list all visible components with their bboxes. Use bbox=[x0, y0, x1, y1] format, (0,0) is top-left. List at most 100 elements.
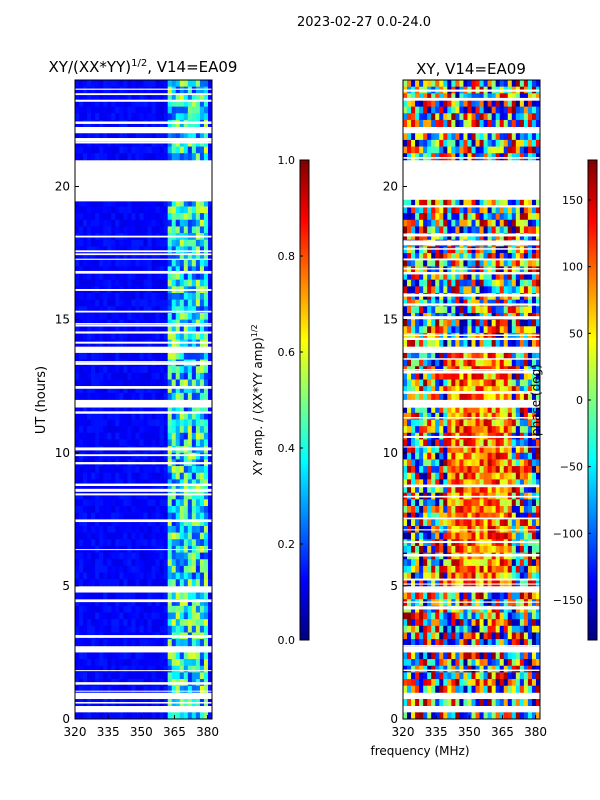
heatmap-cell bbox=[435, 472, 440, 480]
heatmap-cell bbox=[111, 652, 116, 660]
heatmap-cell bbox=[75, 685, 80, 693]
heatmap-cell bbox=[431, 446, 436, 454]
heatmap-cell bbox=[483, 246, 489, 254]
heatmap-cell bbox=[107, 619, 112, 627]
heatmap-cell bbox=[187, 392, 193, 400]
heatmap-cell bbox=[139, 219, 144, 227]
heatmap-cell bbox=[471, 319, 476, 327]
heatmap-cell bbox=[163, 685, 169, 693]
heatmap-cell bbox=[123, 426, 128, 434]
heatmap-cell bbox=[195, 332, 201, 340]
heatmap-cell bbox=[475, 99, 480, 108]
heatmap-cell bbox=[207, 266, 212, 274]
heatmap-cell bbox=[83, 619, 88, 627]
heatmap-cell bbox=[415, 133, 420, 141]
left-heatmap-cells bbox=[75, 80, 212, 719]
heatmap-cell bbox=[119, 572, 124, 580]
heatmap-cell bbox=[111, 372, 116, 380]
heatmap-cell bbox=[159, 519, 165, 527]
heatmap-cell bbox=[439, 426, 444, 434]
heatmap-cell bbox=[111, 579, 116, 587]
heatmap-cell bbox=[423, 279, 428, 287]
heatmap-cell bbox=[471, 146, 476, 154]
heatmap-cell bbox=[171, 559, 177, 567]
heatmap-cell bbox=[119, 605, 124, 613]
heatmap-cell bbox=[163, 472, 169, 480]
heatmap-cell bbox=[195, 479, 201, 487]
heatmap-cell bbox=[463, 286, 468, 294]
heatmap-cell bbox=[135, 519, 140, 527]
heatmap-cell bbox=[135, 532, 140, 540]
heatmap-cell bbox=[415, 153, 420, 161]
heatmap-cell bbox=[403, 299, 408, 307]
heatmap-cell bbox=[483, 279, 489, 287]
heatmap-cell bbox=[151, 685, 156, 693]
heatmap-cell bbox=[91, 386, 96, 394]
heatmap-cell bbox=[407, 273, 412, 281]
heatmap-cell bbox=[127, 86, 132, 94]
heatmap-cell bbox=[99, 672, 104, 680]
heatmap-cell bbox=[467, 106, 472, 114]
heatmap-cell bbox=[135, 80, 140, 88]
heatmap-cell bbox=[127, 452, 132, 460]
heatmap-cell bbox=[75, 93, 80, 101]
heatmap-cell bbox=[119, 412, 124, 420]
heatmap-cell bbox=[487, 119, 493, 127]
heatmap-cell bbox=[99, 326, 104, 334]
heatmap-cell bbox=[167, 532, 173, 540]
heatmap-cell bbox=[107, 432, 112, 440]
heatmap-cell bbox=[155, 565, 161, 573]
heatmap-cell bbox=[203, 99, 209, 108]
heatmap-cell bbox=[87, 619, 92, 627]
heatmap-cell bbox=[135, 572, 140, 580]
heatmap-cell bbox=[471, 80, 476, 88]
heatmap-cell bbox=[75, 306, 80, 314]
heatmap-cell bbox=[79, 246, 84, 254]
heatmap-cell bbox=[91, 352, 96, 360]
heatmap-cell bbox=[491, 153, 497, 161]
heatmap-cell bbox=[439, 339, 444, 347]
heatmap-cell bbox=[511, 379, 517, 387]
heatmap-cell bbox=[195, 246, 201, 254]
heatmap-cell bbox=[467, 499, 472, 507]
heatmap-cell bbox=[499, 206, 505, 214]
heatmap-cell bbox=[447, 226, 452, 234]
heatmap-cell bbox=[467, 459, 472, 467]
heatmap-cell bbox=[479, 379, 484, 387]
heatmap-cell bbox=[91, 525, 96, 534]
heatmap-cell bbox=[111, 685, 116, 693]
heatmap-cell bbox=[511, 412, 517, 420]
heatmap-cell bbox=[491, 259, 497, 267]
heatmap-cell bbox=[179, 332, 185, 340]
heatmap-cell bbox=[491, 412, 497, 420]
heatmap-cell bbox=[163, 93, 169, 101]
heatmap-cell bbox=[183, 386, 189, 394]
flagged-row bbox=[75, 289, 212, 291]
heatmap-cell bbox=[531, 339, 537, 347]
heatmap-cell bbox=[95, 412, 100, 420]
heatmap-cell bbox=[111, 665, 116, 673]
heatmap-cell bbox=[403, 386, 408, 394]
heatmap-cell bbox=[131, 239, 136, 247]
heatmap-cell bbox=[479, 459, 484, 467]
heatmap-cell bbox=[203, 259, 209, 267]
heatmap-cell bbox=[159, 472, 165, 480]
heatmap-cell bbox=[447, 80, 452, 88]
heatmap-cell bbox=[91, 153, 96, 161]
heatmap-cell bbox=[87, 266, 92, 274]
heatmap-cell bbox=[507, 266, 513, 274]
heatmap-cell bbox=[535, 306, 540, 314]
heatmap-cell bbox=[407, 506, 412, 514]
heatmap-cell bbox=[107, 299, 112, 307]
heatmap-cell bbox=[163, 639, 169, 647]
heatmap-cell bbox=[99, 499, 104, 507]
heatmap-cell bbox=[471, 359, 476, 367]
heatmap-cell bbox=[135, 506, 140, 514]
heatmap-cell bbox=[95, 605, 100, 613]
heatmap-cell bbox=[111, 619, 116, 627]
heatmap-cell bbox=[207, 213, 212, 221]
heatmap-cell bbox=[207, 299, 212, 307]
heatmap-cell bbox=[127, 273, 132, 281]
heatmap-cell bbox=[523, 466, 529, 474]
heatmap-cell bbox=[195, 439, 201, 447]
